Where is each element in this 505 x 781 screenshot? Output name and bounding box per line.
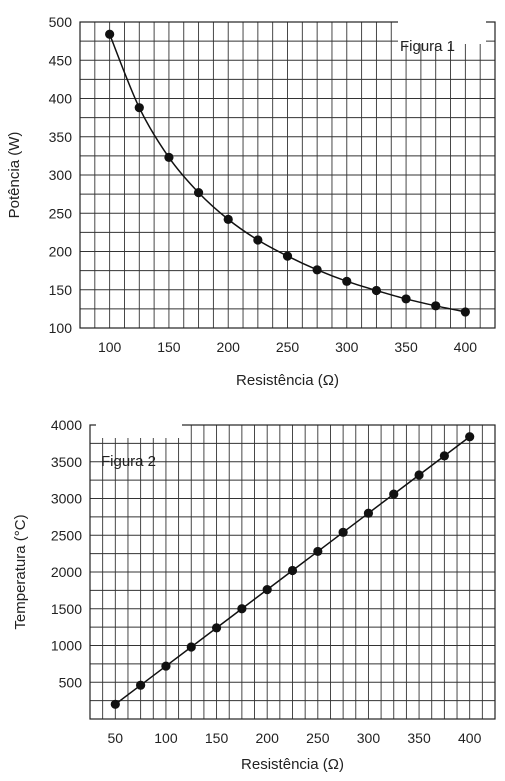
chart-1-y-ticks: 100 150 200 250 300 350 400 450 500 — [49, 14, 73, 336]
chart-2-y-tick-label: 1500 — [51, 601, 82, 617]
chart-2-frame — [89, 424, 496, 720]
chart-2-x-tick-label: 200 — [256, 730, 280, 746]
chart-2-label-box: Figura 2 — [96, 414, 182, 470]
chart-2-data-point — [287, 565, 298, 576]
chart-figura-2: 50 100 150 200 250 300 350 400 500 1000 1500 2000 2… — [12, 414, 496, 773]
chart-1-label-box: Figura 1 — [398, 20, 486, 55]
chart-2-data-point — [338, 527, 348, 537]
chart-2-x-tick-label: 250 — [306, 730, 330, 746]
chart-1-data-point — [253, 235, 263, 245]
chart-1-data-point — [164, 152, 174, 163]
chart-2-y-tick-label: 500 — [59, 674, 83, 690]
chart-2-x-axis-title: Resistência (Ω) — [241, 756, 344, 773]
chart-2-x-ticks: 50 100 150 200 250 300 350 400 — [108, 730, 482, 746]
chart-1-data-point — [193, 187, 204, 198]
chart-1-y-tick-label: 400 — [49, 91, 73, 107]
chart-2-grid — [90, 425, 495, 719]
chart-1-y-tick-label: 350 — [49, 129, 73, 145]
chart-1-x-axis-title: Resistência (Ω) — [236, 372, 339, 389]
chart-1-y-tick-label: 100 — [49, 320, 73, 336]
chart-1-data-point — [134, 103, 144, 113]
chart-2-data-point — [136, 680, 146, 690]
chart-1-y-tick-label: 500 — [49, 14, 73, 30]
chart-1-y-tick-label: 300 — [49, 167, 73, 183]
chart-1-data-point — [371, 285, 382, 296]
chart-1-y-axis-title: Potência (W) — [6, 132, 23, 219]
chart-2-data-point — [389, 489, 399, 499]
chart-2-x-tick-label: 100 — [154, 730, 178, 746]
chart-1-label: Figura 1 — [400, 38, 455, 55]
chart-2-data-point — [110, 699, 120, 709]
chart-1-data-point — [282, 251, 293, 261]
chart-1-y-tick-label: 200 — [49, 244, 73, 260]
chart-2-y-tick-label: 3500 — [51, 454, 82, 470]
chart-1-frame — [79, 21, 496, 329]
chart-1-x-tick-label: 400 — [454, 339, 478, 355]
chart-2-x-tick-label: 350 — [407, 730, 431, 746]
chart-2-label: Figura 2 — [101, 453, 156, 470]
chart-2-x-tick-label: 300 — [357, 730, 381, 746]
chart-1-x-tick-label: 350 — [394, 339, 418, 355]
chart-2-data-point — [439, 451, 449, 461]
chart-2-label-background — [96, 414, 182, 438]
chart-1-series — [105, 29, 470, 317]
chart-1-plot-border — [79, 21, 496, 329]
chart-1-data-point — [460, 307, 470, 317]
chart-1-y-tick-label: 250 — [49, 205, 73, 221]
chart-1-x-tick-label: 250 — [276, 339, 300, 355]
chart-figura-1: 100 150 200 250 300 350 400 100 150 200 250 300 350… — [6, 14, 496, 389]
chart-2-x-tick-label: 400 — [458, 730, 482, 746]
chart-2-x-tick-label: 50 — [108, 730, 124, 746]
chart-1-label-background — [398, 20, 486, 44]
chart-1-x-tick-label: 150 — [157, 339, 181, 355]
chart-1-x-ticks: 100 150 200 250 300 350 400 — [98, 339, 477, 355]
chart-2-data-point — [465, 432, 475, 442]
chart-1-data-point — [105, 29, 115, 39]
chart-2-y-ticks: 500 1000 1500 2000 2500 3000 3500 4000 — [51, 417, 82, 690]
chart-2-y-tick-label: 2000 — [51, 564, 82, 580]
chart-1-y-tick-label: 450 — [49, 52, 73, 68]
chart-2-data-point — [161, 661, 171, 671]
chart-2-data-point — [414, 470, 424, 480]
chart-1-data-point — [223, 214, 233, 224]
chart-1-y-tick-label: 150 — [49, 282, 73, 298]
chart-2-data-point — [211, 623, 222, 633]
chart-2-y-axis-title: Temperatura (°C) — [12, 514, 29, 629]
chart-2-series — [110, 432, 475, 709]
chart-2-data-point — [363, 508, 374, 518]
chart-2-y-tick-label: 1000 — [51, 638, 82, 654]
chart-1-x-tick-label: 200 — [217, 339, 241, 355]
chart-1-data-point — [342, 276, 352, 286]
chart-1-grid — [80, 22, 495, 328]
chart-1-data-point — [401, 294, 411, 304]
chart-2-y-tick-label: 2500 — [51, 527, 82, 543]
chart-1-x-tick-label: 300 — [335, 339, 359, 355]
chart-1-x-tick-label: 100 — [98, 339, 122, 355]
chart-2-data-point — [262, 585, 272, 595]
chart-2-y-tick-label: 4000 — [51, 417, 82, 433]
chart-2-data-point — [237, 604, 247, 614]
chart-2-plot-border — [89, 424, 496, 720]
chart-2-data-point — [313, 546, 323, 557]
chart-2-data-point — [186, 642, 196, 652]
chart-1-data-point — [312, 265, 322, 275]
chart-2-y-tick-label: 3000 — [51, 491, 82, 507]
chart-1-data-point — [431, 301, 441, 311]
chart-2-x-tick-label: 150 — [205, 730, 229, 746]
